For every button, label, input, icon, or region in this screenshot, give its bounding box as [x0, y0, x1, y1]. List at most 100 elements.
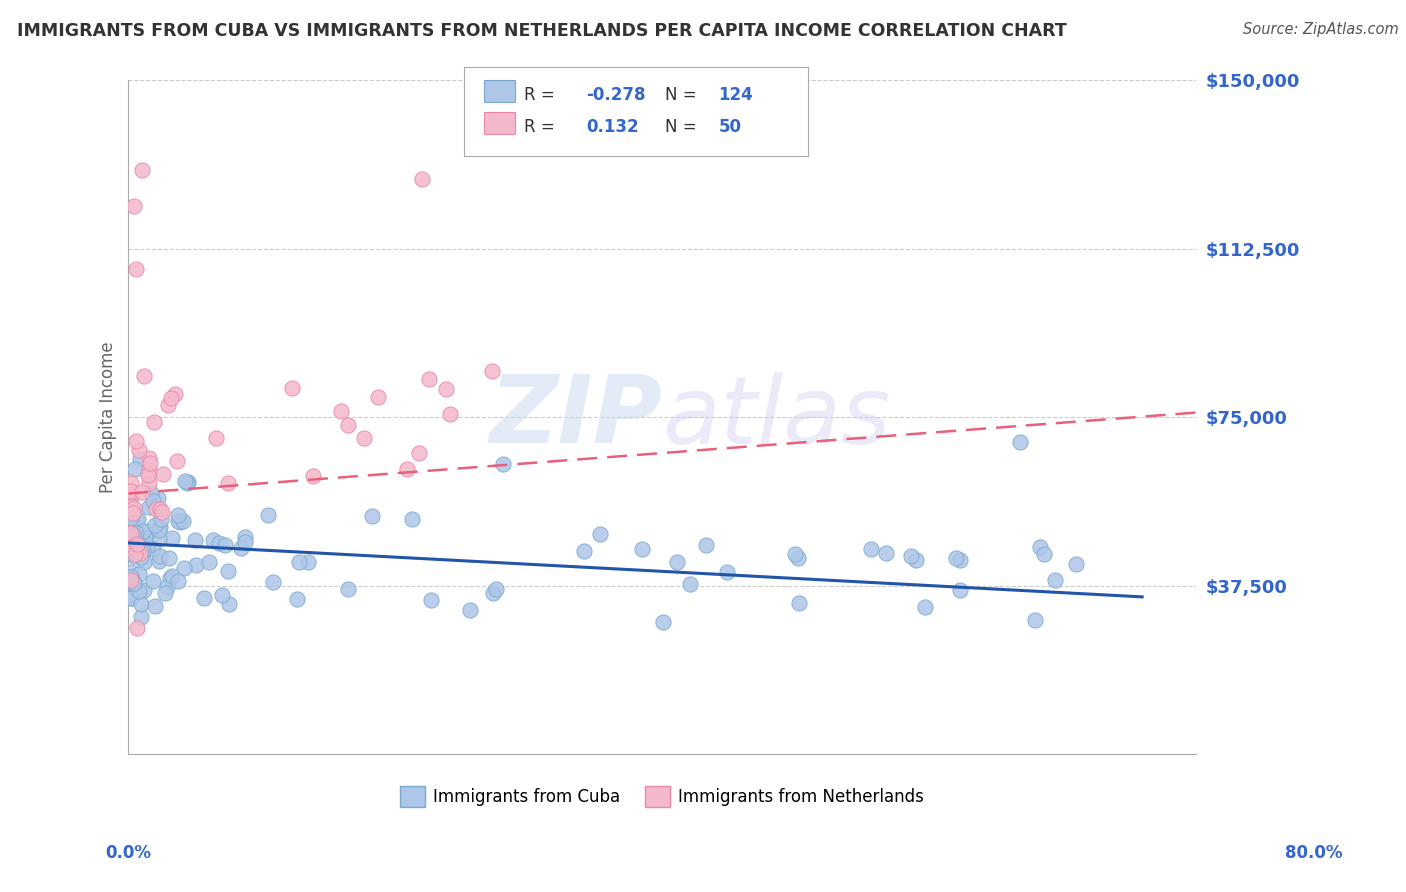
Point — [122, 575, 145, 590]
Point — [157, 550, 180, 565]
Point — [205, 431, 228, 445]
Point — [197, 555, 219, 569]
Legend: Immigrants from Cuba, Immigrants from Netherlands: Immigrants from Cuba, Immigrants from Ne… — [394, 780, 931, 814]
Point — [120, 591, 142, 605]
Point — [143, 415, 166, 429]
Point — [122, 541, 145, 555]
Point — [900, 549, 922, 564]
Point — [418, 372, 440, 386]
Point — [120, 574, 142, 588]
Point — [120, 591, 142, 606]
Point — [125, 261, 148, 276]
Point — [173, 560, 195, 574]
Point — [131, 541, 153, 555]
Point — [166, 508, 188, 522]
Point — [202, 533, 225, 547]
Text: 80.0%: 80.0% — [1285, 844, 1343, 862]
Point — [148, 532, 170, 546]
Y-axis label: Per Capita Income: Per Capita Income — [100, 342, 117, 493]
Point — [129, 550, 152, 565]
Point — [173, 475, 195, 489]
Point — [136, 524, 159, 538]
Point — [411, 172, 433, 186]
Point — [136, 539, 159, 553]
Point — [150, 512, 173, 526]
Point — [138, 500, 160, 515]
Point — [138, 476, 160, 491]
Point — [153, 586, 176, 600]
Point — [208, 536, 231, 550]
Point — [148, 554, 170, 568]
Point — [124, 547, 146, 561]
Point — [121, 528, 143, 542]
Point — [134, 531, 156, 545]
Point — [138, 450, 160, 465]
Point — [125, 537, 148, 551]
Point — [125, 528, 148, 542]
Point — [129, 452, 152, 467]
Point — [233, 535, 256, 549]
Point — [125, 525, 148, 540]
Point — [166, 574, 188, 589]
Point — [485, 582, 508, 596]
Point — [129, 610, 152, 624]
Point — [679, 577, 702, 591]
Text: -0.278: -0.278 — [586, 86, 645, 103]
Text: ZIP: ZIP — [489, 371, 662, 463]
Point — [1032, 547, 1054, 561]
Text: atlas: atlas — [662, 372, 890, 463]
Point — [150, 505, 173, 519]
Point — [589, 527, 612, 541]
Point — [125, 534, 148, 549]
Point — [132, 368, 155, 383]
Point — [257, 508, 280, 522]
Point — [120, 476, 142, 491]
Text: 50: 50 — [718, 118, 741, 136]
Point — [136, 467, 159, 481]
Point — [121, 499, 143, 513]
Point — [337, 417, 360, 432]
Point — [120, 539, 142, 553]
Point — [1024, 613, 1046, 627]
Text: IMMIGRANTS FROM CUBA VS IMMIGRANTS FROM NETHERLANDS PER CAPITA INCOME CORRELATIO: IMMIGRANTS FROM CUBA VS IMMIGRANTS FROM … — [17, 22, 1067, 40]
Point — [716, 566, 738, 580]
Point — [129, 597, 152, 611]
Point — [217, 565, 239, 579]
Point — [136, 467, 159, 482]
Point — [148, 523, 170, 537]
Text: R =: R = — [524, 86, 561, 103]
Point — [336, 582, 359, 597]
Point — [127, 511, 149, 525]
Text: R =: R = — [524, 118, 561, 136]
Point — [184, 533, 207, 547]
Point — [695, 538, 717, 552]
Point — [665, 555, 688, 569]
Point — [1029, 540, 1052, 554]
Point — [129, 546, 152, 560]
Point — [439, 407, 461, 421]
Point — [233, 530, 256, 544]
Point — [120, 488, 142, 502]
Point — [193, 591, 215, 605]
Point — [121, 532, 143, 546]
Point — [420, 592, 443, 607]
Point — [787, 596, 810, 610]
Point — [229, 541, 252, 555]
Point — [156, 580, 179, 594]
Point — [124, 543, 146, 558]
Point — [162, 532, 184, 546]
Point — [120, 499, 142, 513]
Point — [875, 546, 897, 560]
Point — [143, 517, 166, 532]
Point — [217, 476, 239, 491]
Point — [859, 542, 882, 557]
Point — [218, 597, 240, 611]
Point — [124, 532, 146, 546]
Point — [160, 569, 183, 583]
Point — [492, 457, 515, 471]
Point — [169, 516, 191, 530]
Point — [395, 462, 418, 476]
Point — [132, 524, 155, 538]
Point — [120, 568, 142, 582]
Point — [172, 514, 194, 528]
